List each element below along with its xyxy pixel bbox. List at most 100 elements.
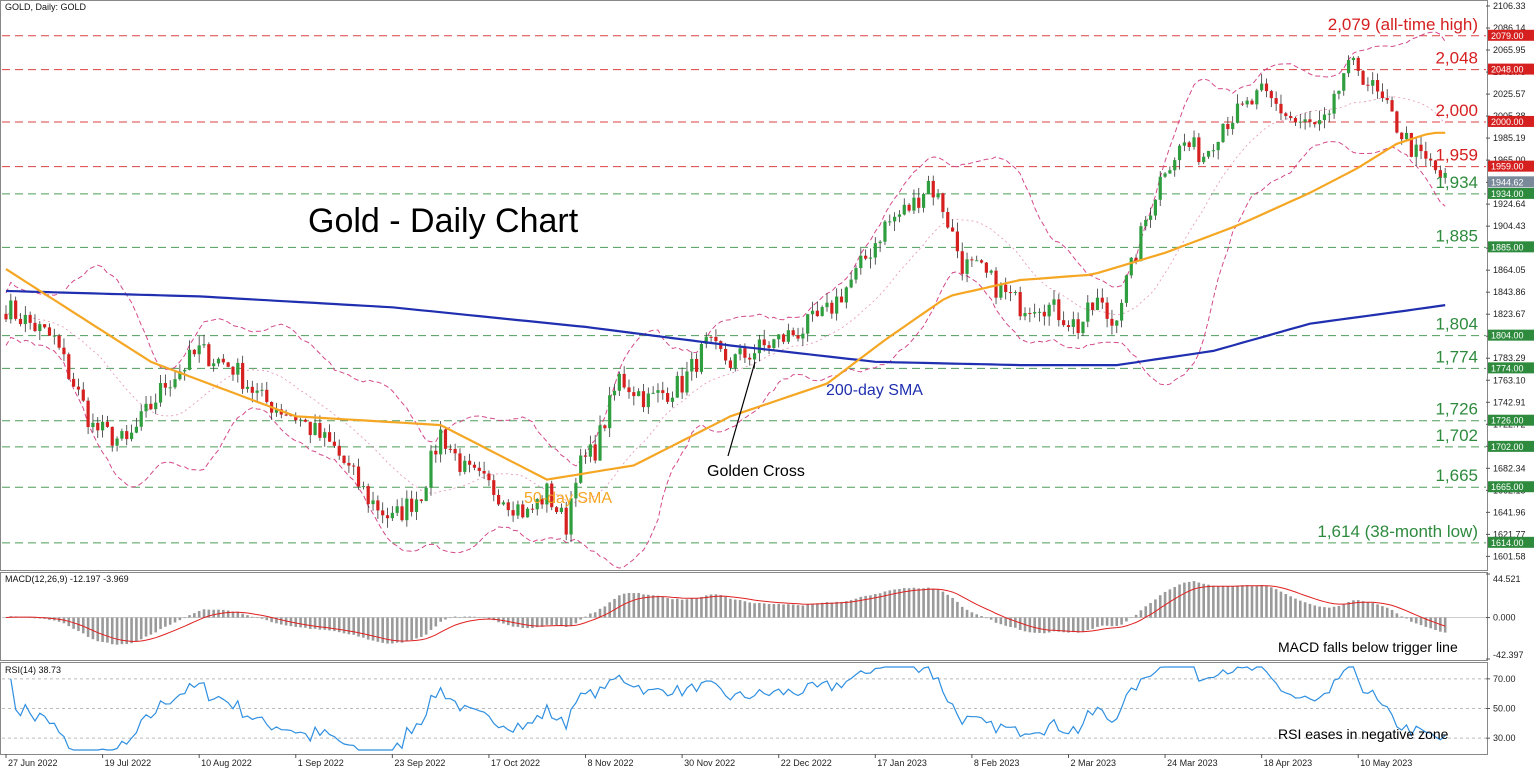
macd-bar-291 bbox=[1410, 617, 1413, 622]
macd-bar-177 bbox=[859, 596, 863, 618]
macd-bar-134 bbox=[651, 595, 655, 618]
macd-tick-label-0: 44.521 bbox=[1493, 574, 1521, 584]
macd-pane-frame bbox=[0, 572, 1488, 661]
candle-body-8 bbox=[43, 324, 47, 328]
macd-bar-139 bbox=[675, 598, 679, 618]
price-tag-bg-4 bbox=[1488, 187, 1534, 199]
candle-body-159 bbox=[772, 339, 776, 348]
macd-bar-96 bbox=[468, 616, 471, 618]
candle-body-85 bbox=[414, 499, 419, 512]
rsi-name: RSI(14) 38.73 bbox=[5, 665, 61, 675]
candle-body-297 bbox=[1438, 170, 1442, 178]
candle-body-247 bbox=[1197, 137, 1201, 163]
candle-body-0 bbox=[4, 313, 8, 320]
candle-body-259 bbox=[1255, 90, 1259, 105]
price-tick-label-4: 2025.57 bbox=[1493, 89, 1526, 99]
candle-body-117 bbox=[569, 498, 573, 535]
macd-bar-230 bbox=[1115, 617, 1119, 627]
macd-bar-181 bbox=[878, 593, 882, 618]
macd-bar-283 bbox=[1371, 602, 1375, 618]
candle-body-234 bbox=[1134, 257, 1138, 262]
chart-title: Gold - Daily Chart bbox=[308, 202, 579, 240]
level-label-8: 1,726 bbox=[1435, 400, 1478, 419]
candle-body-163 bbox=[791, 330, 795, 336]
candle-body-64 bbox=[313, 422, 317, 436]
macd-bar-6 bbox=[33, 617, 37, 619]
candle-body-65 bbox=[318, 422, 322, 438]
candle-body-236 bbox=[1144, 219, 1148, 227]
macd-bar-275 bbox=[1332, 606, 1336, 618]
candle-body-121 bbox=[588, 444, 592, 457]
macd-bar-100 bbox=[487, 617, 491, 619]
macd-bar-126 bbox=[613, 598, 616, 618]
macd-bar-151 bbox=[733, 599, 737, 618]
candle-body-110 bbox=[535, 499, 539, 510]
candle-body-72 bbox=[352, 465, 356, 467]
macd-bar-166 bbox=[806, 604, 809, 618]
time-tick-label-11: 2 Mar 2023 bbox=[1070, 758, 1116, 768]
macd-bar-41 bbox=[202, 609, 206, 618]
macd-bar-37 bbox=[183, 617, 186, 619]
candle-body-196 bbox=[950, 227, 955, 232]
macd-bar-199 bbox=[965, 609, 969, 618]
candle-body-290 bbox=[1404, 132, 1409, 140]
macd-bar-202 bbox=[980, 616, 983, 618]
candle-body-1 bbox=[9, 300, 13, 320]
candle-body-210 bbox=[1018, 292, 1022, 317]
macd-bar-98 bbox=[477, 617, 481, 618]
candle-body-83 bbox=[405, 498, 409, 521]
macd-bar-21 bbox=[106, 617, 109, 643]
candle-body-233 bbox=[1129, 257, 1133, 276]
candle-body-116 bbox=[564, 507, 568, 535]
candle-body-222 bbox=[1076, 319, 1080, 334]
candle-body-250 bbox=[1211, 150, 1215, 152]
macd-bar-55 bbox=[270, 617, 273, 623]
candle-body-215 bbox=[1042, 311, 1046, 317]
candle-body-81 bbox=[395, 506, 399, 513]
price-tick-label-10: 1904.43 bbox=[1493, 221, 1526, 231]
candle-body-241 bbox=[1168, 170, 1172, 174]
candle-body-60 bbox=[294, 415, 298, 421]
candle-body-225 bbox=[1091, 302, 1095, 310]
candle-body-93 bbox=[453, 448, 457, 454]
candle-body-248 bbox=[1202, 156, 1206, 163]
candle-body-279 bbox=[1351, 57, 1356, 61]
candle-body-270 bbox=[1308, 119, 1312, 123]
price-tag-4: 1934.00 bbox=[1491, 189, 1524, 199]
candle-body-178 bbox=[864, 255, 868, 259]
macd-bar-68 bbox=[333, 617, 336, 632]
price-tag-bg-3 bbox=[1488, 160, 1534, 172]
macd-bar-113 bbox=[550, 617, 554, 625]
macd-bar-74 bbox=[362, 617, 365, 638]
candle-body-185 bbox=[897, 214, 902, 217]
candle-body-256 bbox=[1240, 103, 1244, 105]
sma200-label: 200-day SMA bbox=[826, 382, 923, 399]
macd-bar-273 bbox=[1323, 607, 1326, 618]
price-tick-label-2: 2065.95 bbox=[1493, 45, 1526, 55]
candle-body-105 bbox=[511, 510, 515, 516]
macd-bar-184 bbox=[893, 589, 896, 618]
candle-body-145 bbox=[704, 336, 708, 344]
macd-bar-260 bbox=[1260, 585, 1263, 618]
macd-bar-235 bbox=[1139, 610, 1143, 618]
price-tag-6: 1804.00 bbox=[1491, 331, 1524, 341]
candle-body-203 bbox=[984, 262, 988, 273]
candle-body-161 bbox=[781, 334, 786, 342]
bollinger-mid bbox=[5, 96, 1446, 503]
macd-bar-95 bbox=[463, 616, 467, 618]
macd-bar-123 bbox=[598, 608, 602, 618]
candle-body-291 bbox=[1409, 132, 1413, 157]
candle-body-168 bbox=[815, 310, 819, 317]
candle-body-160 bbox=[777, 334, 781, 340]
candle-body-245 bbox=[1187, 142, 1191, 147]
price-tag-2: 2000.00 bbox=[1491, 117, 1524, 127]
macd-bar-225 bbox=[1091, 617, 1094, 629]
candle-body-274 bbox=[1327, 113, 1331, 115]
candle-body-157 bbox=[762, 339, 766, 346]
time-tick-label-3: 1 Sep 2022 bbox=[298, 758, 344, 768]
macd-bar-34 bbox=[168, 617, 172, 625]
macd-bar-203 bbox=[985, 617, 988, 619]
macd-bar-258 bbox=[1250, 585, 1254, 618]
candle-body-211 bbox=[1023, 313, 1027, 317]
